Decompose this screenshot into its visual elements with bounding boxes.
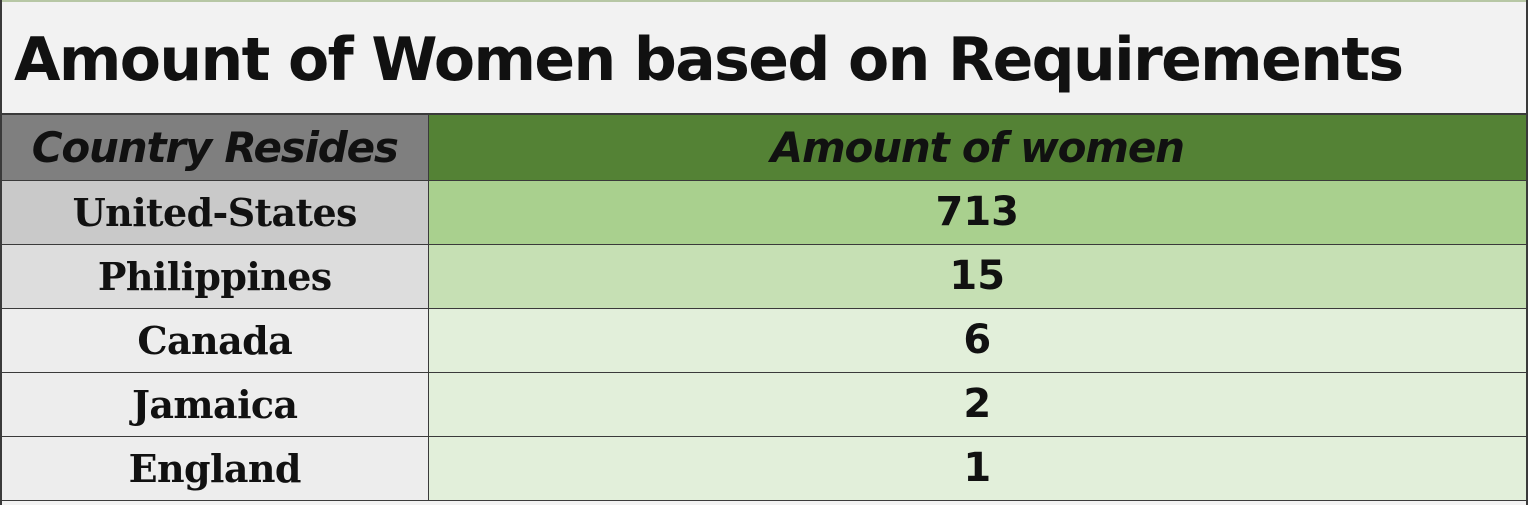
table-row: Philippines 15 xyxy=(2,244,1526,309)
table-row: England 1 xyxy=(2,436,1526,501)
amount-cell: 15 xyxy=(428,244,1526,309)
amount-cell: 2 xyxy=(428,372,1526,437)
country-cell: United-States xyxy=(2,180,429,245)
table-row: United-States 713 xyxy=(2,180,1526,245)
data-table: Country Resides Amount of women United-S… xyxy=(2,115,1526,501)
country-cell: Philippines xyxy=(2,244,429,309)
amount-cell: 6 xyxy=(428,308,1526,373)
country-cell: Jamaica xyxy=(2,372,429,437)
column-header-country: Country Resides xyxy=(2,115,429,181)
amount-cell: 713 xyxy=(428,180,1526,245)
table-row: Jamaica 2 xyxy=(2,372,1526,437)
header-row: Country Resides Amount of women xyxy=(2,115,1526,181)
country-cell: Canada xyxy=(2,308,429,373)
title-row: Amount of Women based on Requirements xyxy=(2,0,1526,115)
country-cell: England xyxy=(2,436,429,501)
column-header-amount: Amount of women xyxy=(428,115,1526,181)
amount-cell: 1 xyxy=(428,436,1526,501)
table-row: Canada 6 xyxy=(2,308,1526,373)
table-title: Amount of Women based on Requirements xyxy=(14,25,1404,95)
